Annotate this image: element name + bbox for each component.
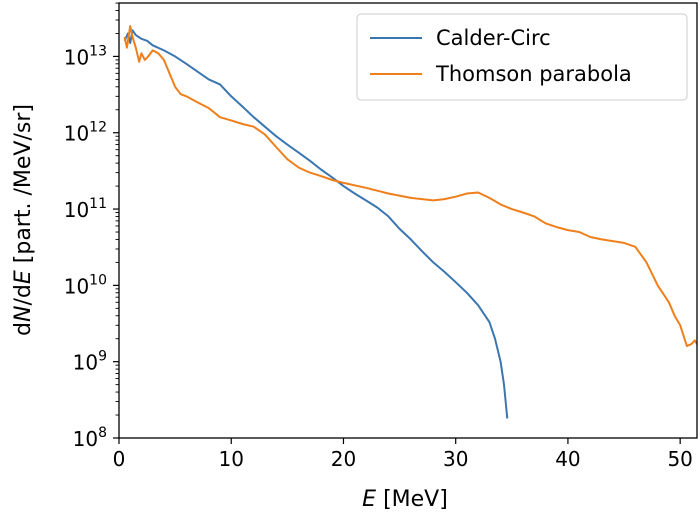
legend-label-thomson-parabola: Thomson parabola: [435, 62, 632, 86]
y-tick-label: 1010: [64, 272, 107, 298]
series-layer: [123, 25, 697, 419]
x-tick-label: 10: [219, 447, 244, 471]
legend-label-calder-circ: Calder-Circ: [436, 26, 551, 50]
y-tick-label: 108: [73, 425, 107, 451]
x-tick-label: 40: [555, 447, 580, 471]
y-tick-label: 1013: [64, 43, 107, 69]
y-tick-label: 109: [73, 349, 107, 375]
x-tick-label: 0: [113, 447, 126, 471]
x-axis: 0 10 20 30 40 50: [113, 438, 693, 471]
y-tick-label: 1012: [64, 120, 107, 146]
y-tick-label: 1011: [64, 196, 107, 222]
legend: Calder-Circ Thomson parabola: [356, 13, 688, 101]
y-axis: 108 109 1010 1011 1012 1013: [64, 2, 119, 451]
x-tick-label: 30: [443, 447, 468, 471]
series-line-calder-circ: [123, 29, 509, 419]
y-axis-label: dN/dE [part. /MeV/sr]: [11, 104, 36, 336]
series-line-thomson-parabola: [123, 25, 697, 348]
x-axis-label: E [MeV]: [362, 487, 448, 512]
x-tick-label: 50: [667, 447, 692, 471]
legend-box: [356, 13, 688, 101]
x-tick-label: 20: [331, 447, 356, 471]
